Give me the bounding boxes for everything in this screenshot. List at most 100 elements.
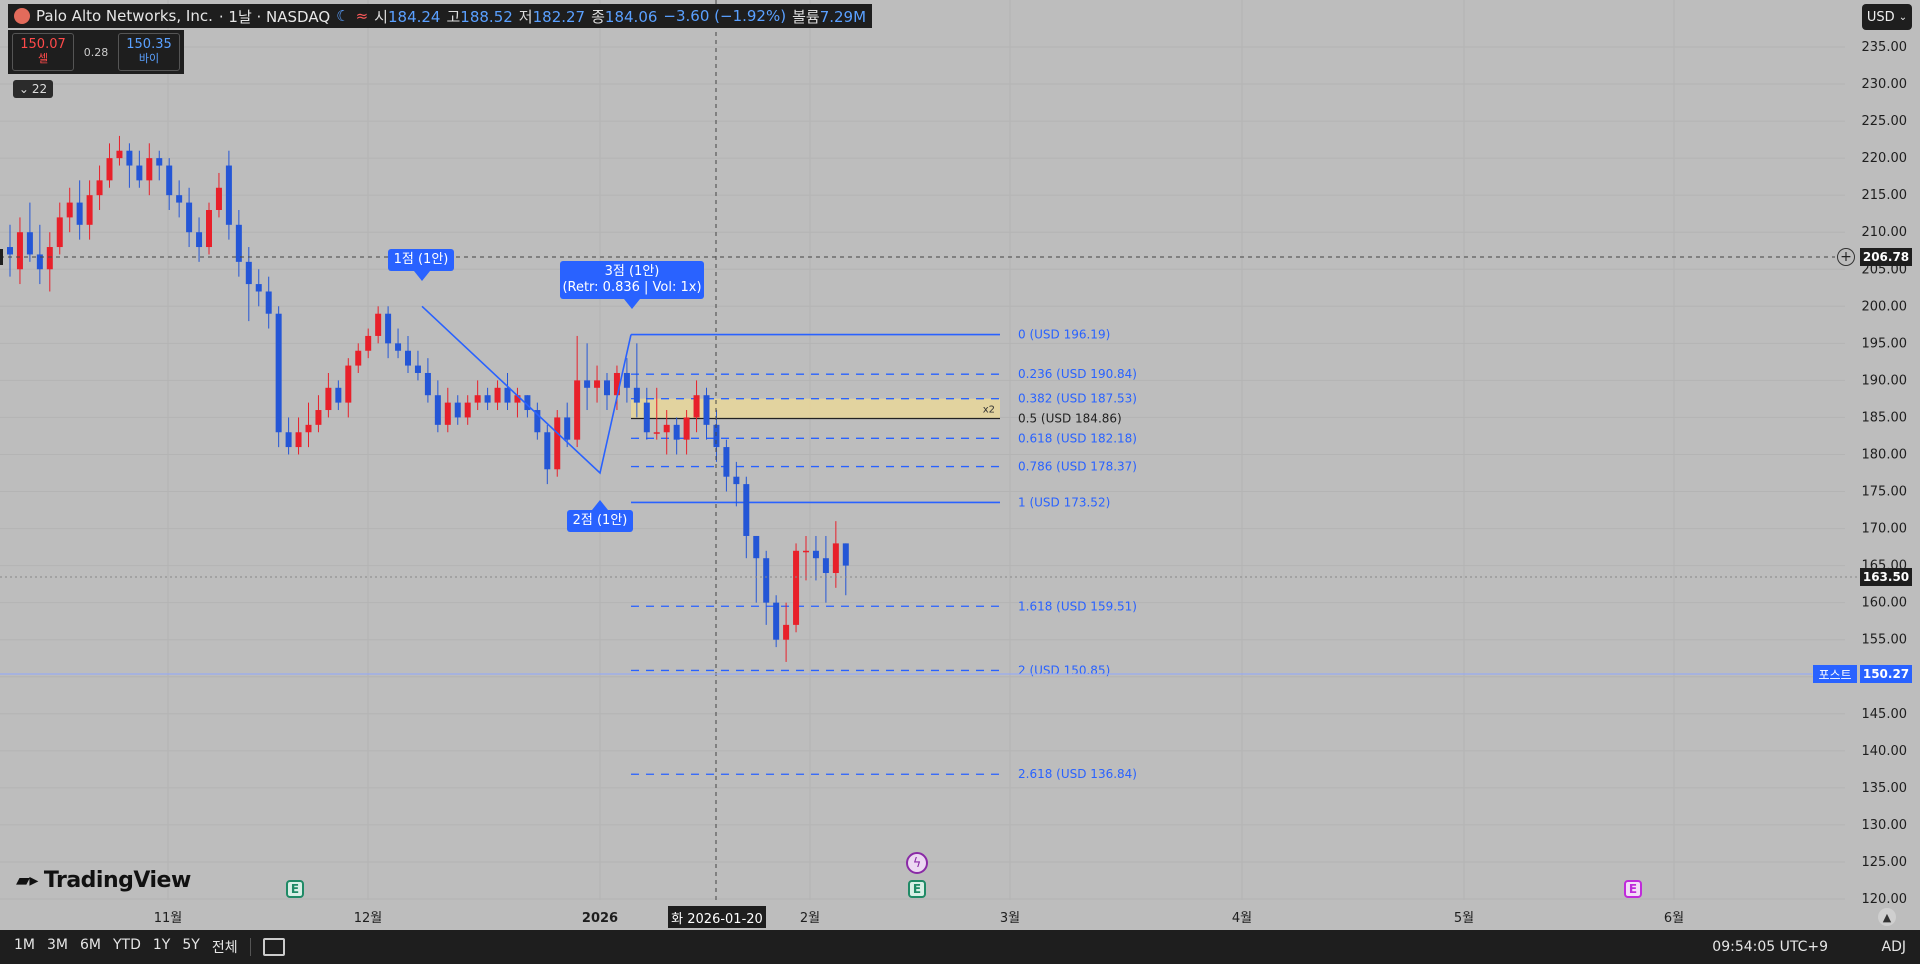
range-button-4[interactable]: 1Y bbox=[152, 937, 171, 953]
candle-body bbox=[66, 202, 73, 218]
high-value: 188.52 bbox=[460, 7, 513, 26]
high-label: 고 bbox=[446, 7, 461, 26]
candle-body bbox=[524, 395, 531, 411]
earnings-icon[interactable]: E bbox=[908, 880, 926, 898]
price-tick-label: 125.00 bbox=[1862, 855, 1908, 870]
close-label: 종 bbox=[591, 7, 605, 26]
price-tick-label: 135.00 bbox=[1862, 781, 1908, 796]
crosshair-price-tag: 206.78 bbox=[1860, 248, 1912, 266]
fib-level-label: 0 (USD 196.19) bbox=[1018, 328, 1110, 342]
range-button-1[interactable]: 3M bbox=[47, 937, 68, 953]
price-tick-label: 220.00 bbox=[1862, 151, 1908, 166]
tradingview-wordmark: TradingView bbox=[43, 868, 191, 893]
candle-body bbox=[574, 380, 581, 440]
adj-toggle[interactable]: ADJ bbox=[1881, 939, 1907, 955]
candle-body bbox=[753, 535, 760, 559]
candle-body bbox=[643, 402, 650, 433]
symbol-header[interactable]: Palo Alto Networks, Inc. · 1날 · NASDAQ ☾… bbox=[8, 4, 873, 28]
dividend-icon[interactable]: ϟ bbox=[906, 852, 928, 874]
point-3-callout[interactable]: 3점 (1안) (Retr: 0.836 | Vol: 1x) bbox=[560, 261, 704, 299]
candle-body bbox=[514, 395, 521, 403]
volume-value: 7.29M bbox=[819, 7, 867, 26]
candle-body bbox=[26, 232, 33, 255]
candle-body bbox=[474, 395, 481, 403]
price-axis[interactable]: 120.00125.00130.00135.00140.00145.00150.… bbox=[1862, 40, 1908, 907]
candle-body bbox=[156, 158, 163, 166]
pattern-drawing[interactable] bbox=[414, 271, 640, 510]
fibonacci-levels[interactable]: 0 (USD 196.19) 0.236 (USD 190.84) 0.382 (U… bbox=[631, 328, 1137, 782]
pattern-line bbox=[421, 305, 632, 475]
candle-body bbox=[295, 432, 302, 448]
last-price-tag: 163.50 bbox=[1860, 568, 1912, 586]
range-button-5[interactable]: 5Y bbox=[182, 937, 200, 953]
price-tick-label: 215.00 bbox=[1862, 188, 1908, 203]
range-button-3[interactable]: YTD bbox=[113, 937, 141, 953]
candle-body bbox=[673, 424, 680, 440]
calendar-icon[interactable] bbox=[262, 938, 285, 956]
clock-readout[interactable]: 09:54:05 UTC+9 bbox=[1712, 939, 1828, 955]
candle-body bbox=[126, 150, 133, 166]
candle-body bbox=[106, 158, 113, 181]
earnings-icon[interactable]: E bbox=[286, 880, 304, 898]
point-3-detail: (Retr: 0.836 | Vol: 1x) bbox=[562, 280, 702, 295]
candle-body bbox=[494, 387, 501, 403]
candle-body bbox=[842, 543, 849, 566]
candle-body bbox=[375, 313, 382, 336]
candle-body bbox=[395, 343, 402, 351]
time-axis[interactable]: 11월 12월 2026 2월 3월 4월 5월 6월 bbox=[154, 911, 1684, 926]
price-tick-label: 170.00 bbox=[1862, 522, 1908, 537]
buy-button[interactable]: 150.35 바이 bbox=[118, 33, 180, 71]
scroll-up-icon[interactable]: ▲ bbox=[1878, 908, 1896, 926]
time-tick-label: 11월 bbox=[154, 911, 183, 926]
candle-body bbox=[335, 387, 342, 403]
point-1-callout[interactable]: 1점 (1안) bbox=[388, 249, 454, 271]
symbol-interval[interactable]: · 1날 · NASDAQ bbox=[218, 7, 331, 26]
candle-body bbox=[793, 550, 800, 625]
time-tick-label: 4월 bbox=[1232, 911, 1252, 926]
price-tick-label: 140.00 bbox=[1862, 744, 1908, 759]
company-logo-icon bbox=[14, 8, 30, 24]
candle-body bbox=[504, 387, 511, 403]
close-value: 184.06 bbox=[604, 7, 658, 26]
time-tick-label: 2월 bbox=[800, 911, 820, 926]
candle-body bbox=[355, 350, 362, 366]
fib-level-label: 1 (USD 173.52) bbox=[1018, 495, 1110, 509]
candle-body bbox=[96, 180, 103, 196]
range-button-0[interactable]: 1M bbox=[14, 937, 35, 953]
fib-level-label: 0.618 (USD 182.18) bbox=[1018, 431, 1137, 445]
candle-body bbox=[723, 447, 730, 477]
candle-body bbox=[186, 202, 193, 233]
candle-body bbox=[16, 232, 23, 270]
buy-price: 150.35 bbox=[126, 37, 172, 52]
range-button-2[interactable]: 6M bbox=[80, 937, 101, 953]
candle-body bbox=[166, 165, 173, 196]
earnings-icon[interactable]: E bbox=[1624, 880, 1642, 898]
candle-body bbox=[196, 232, 203, 248]
candle-body bbox=[245, 261, 252, 285]
candle-body bbox=[275, 313, 282, 433]
candle-body bbox=[613, 372, 620, 396]
chevron-down-icon: ⌄ bbox=[1898, 11, 1908, 23]
candle-body bbox=[405, 350, 411, 366]
indicators-toggle[interactable]: ⌄ 22 bbox=[13, 80, 53, 98]
price-chart[interactable]: x2 0 (USD 196.19) 0.236 (USD 190.84) 0.382… bbox=[0, 0, 1920, 930]
symbol-name[interactable]: Palo Alto Networks, Inc. bbox=[36, 7, 213, 25]
sell-button[interactable]: 150.07 셀 bbox=[12, 33, 74, 71]
currency-label: USD bbox=[1866, 9, 1895, 25]
point-2-callout[interactable]: 2점 (1안) bbox=[567, 510, 633, 532]
buy-label: 바이 bbox=[138, 52, 160, 65]
candle-body bbox=[86, 195, 93, 225]
candle-body bbox=[36, 254, 43, 270]
currency-selector[interactable]: USD ⌄ bbox=[1862, 4, 1912, 30]
fib-level-label: 0.5 (USD 184.86) bbox=[1018, 411, 1122, 425]
candle-body bbox=[424, 372, 431, 396]
price-tick-label: 185.00 bbox=[1862, 410, 1908, 425]
range-buttons: 1M 3M 6M YTD 1Y 5Y 전체 bbox=[0, 937, 238, 957]
range-button-6[interactable]: 전체 bbox=[211, 940, 238, 956]
candle-body bbox=[215, 187, 222, 210]
plus-icon[interactable]: + bbox=[1837, 248, 1855, 266]
price-tick-label: 190.00 bbox=[1862, 373, 1908, 388]
candle-body bbox=[683, 417, 690, 440]
crosshair-left-marker bbox=[0, 249, 3, 265]
open-value: 184.24 bbox=[387, 7, 441, 26]
